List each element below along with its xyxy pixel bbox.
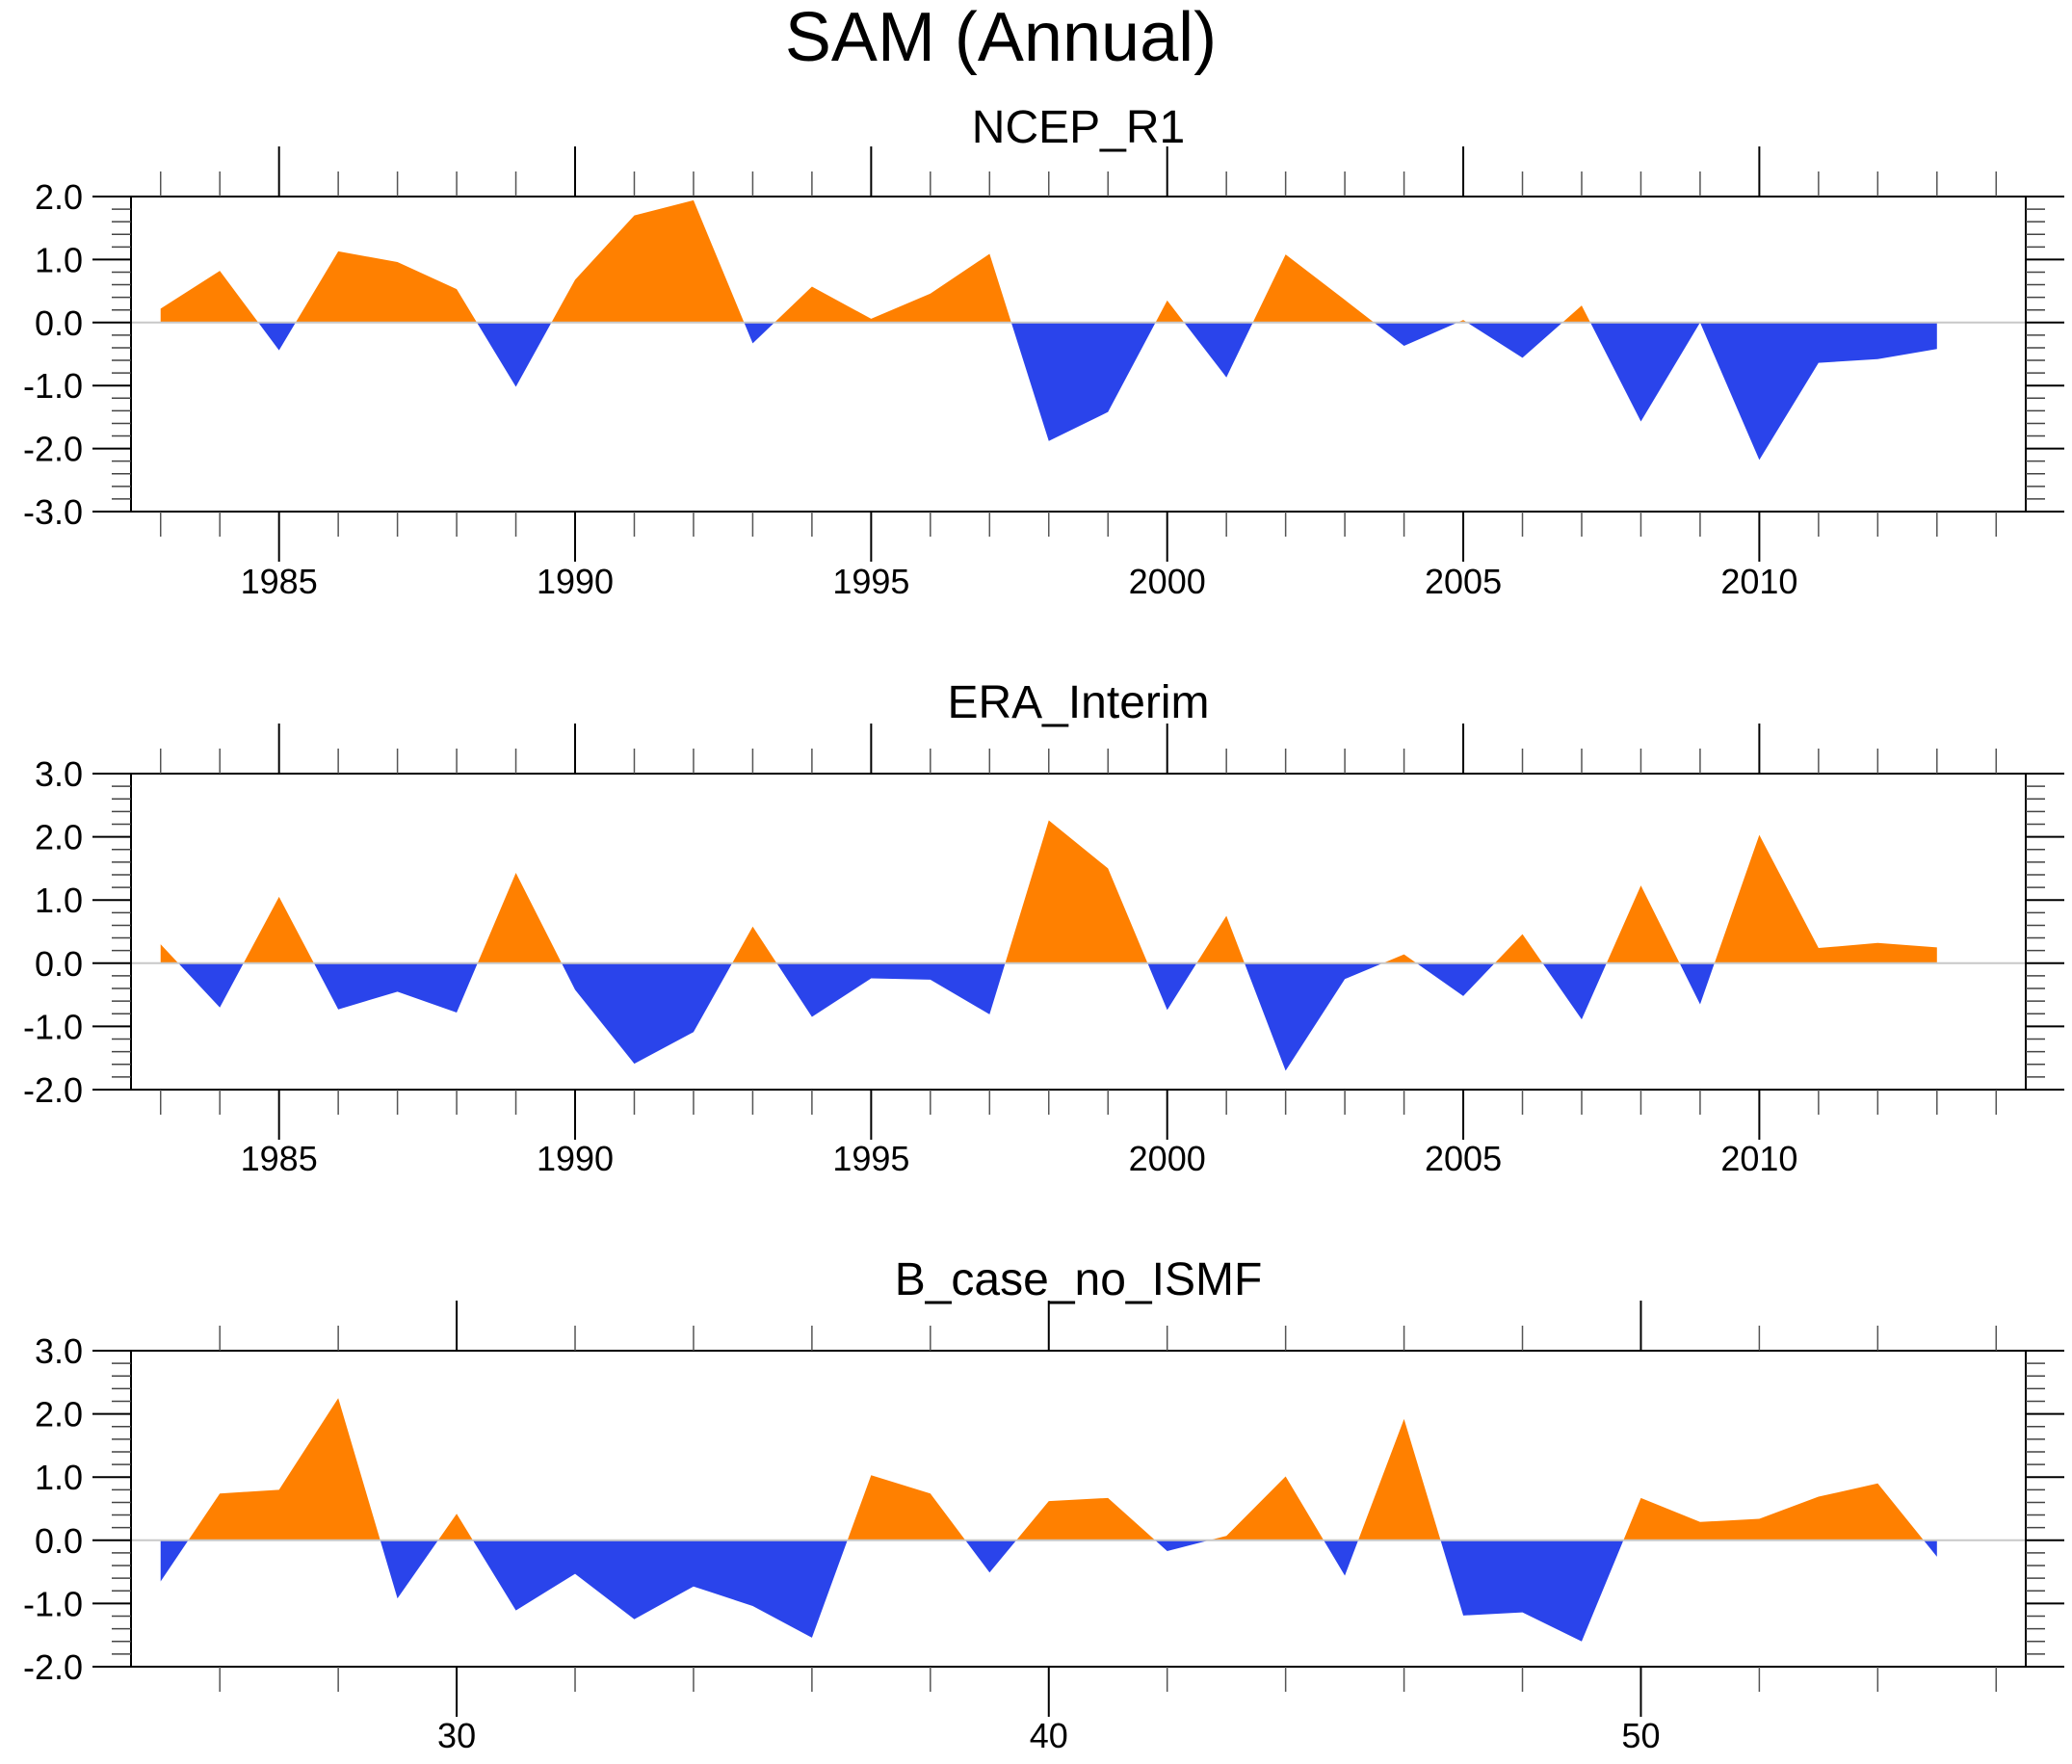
y-tick-label: -1.0	[23, 1007, 83, 1046]
y-tick-label: -1.0	[23, 366, 83, 406]
x-tick-label: 2005	[1425, 1139, 1502, 1178]
positive-anomaly-area	[160, 820, 1937, 963]
y-tick-label: 2.0	[35, 818, 83, 857]
y-tick-label: 3.0	[35, 754, 83, 794]
panel-title: B_case_no_ISMF	[895, 1254, 1263, 1305]
panel-title: ERA_Interim	[947, 677, 1209, 728]
panel-b-case-no-ismf: B_case_no_ISMF 3.0 2.0 1.0 0.0 -1.0 -2.0 30 40 50	[23, 1254, 2064, 1755]
y-tick-label: 3.0	[35, 1331, 83, 1371]
x-tick-label: 1995	[832, 1139, 909, 1178]
x-tick-label: 1990	[537, 562, 614, 601]
positive-anomaly-area	[160, 1398, 1937, 1540]
negative-anomaly-area	[160, 1540, 1937, 1642]
panel-era-interim: ERA_Interim 3.0 2.0 1.0 0.0 -1.0 -2.0 1985 1990 1…	[23, 677, 2064, 1178]
plot-frame	[130, 773, 2027, 1091]
x-tick-label: 50	[1621, 1716, 1660, 1755]
positive-anomaly-area	[160, 199, 1937, 323]
y-tick-label: 0.0	[35, 303, 83, 343]
plot-frame	[130, 1350, 2027, 1668]
y-tick-label: 2.0	[35, 1395, 83, 1435]
x-tick-label: 1985	[241, 1139, 318, 1178]
negative-anomaly-area	[160, 322, 1937, 461]
plot-frame	[130, 196, 2027, 513]
y-tick-label: 2.0	[35, 177, 83, 217]
x-tick-label: 2010	[1720, 562, 1797, 601]
x-tick-label: 1985	[241, 562, 318, 601]
negative-anomaly-area	[160, 962, 1937, 1071]
panel-ncep-r1: NCEP_R1 2.0 1.0 0.0 -1.0 -2.0 -3.0 1985 1990 1995…	[23, 102, 2064, 601]
x-tick-label: 30	[437, 1716, 476, 1755]
figure-title: SAM (Annual)	[785, 0, 1217, 76]
x-tick-label: 2010	[1720, 1139, 1797, 1178]
x-tick-label: 2005	[1425, 562, 1502, 601]
x-tick-label: 2000	[1129, 1139, 1206, 1178]
y-tick-label: -3.0	[23, 492, 83, 532]
y-tick-label: 1.0	[35, 881, 83, 920]
x-tick-label: 2000	[1129, 562, 1206, 601]
y-tick-label: -2.0	[23, 430, 83, 469]
y-tick-label: -2.0	[23, 1647, 83, 1687]
y-tick-label: 0.0	[35, 1521, 83, 1561]
x-tick-label: 1995	[832, 562, 909, 601]
x-tick-label: 40	[1030, 1716, 1068, 1755]
y-tick-label: -2.0	[23, 1070, 83, 1110]
y-tick-label: 1.0	[35, 240, 83, 279]
y-tick-label: 1.0	[35, 1458, 83, 1497]
x-tick-label: 1990	[537, 1139, 614, 1178]
y-tick-label: -1.0	[23, 1584, 83, 1623]
y-tick-label: 0.0	[35, 944, 83, 984]
panel-title: NCEP_R1	[972, 102, 1185, 153]
